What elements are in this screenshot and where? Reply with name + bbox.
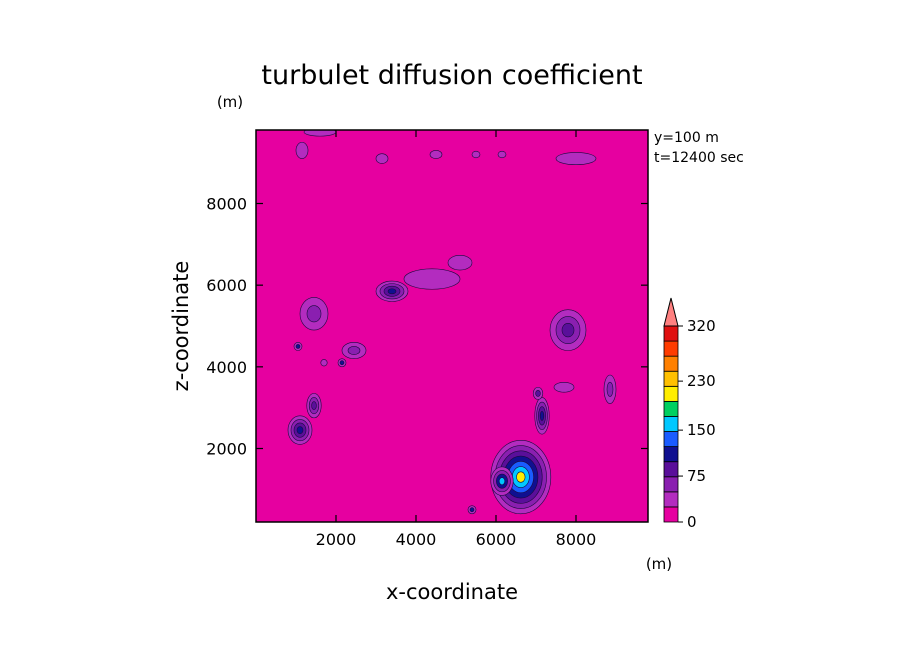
x-axis-label: x-coordinate <box>386 580 518 604</box>
contour-region-5-level-3 <box>311 401 317 411</box>
x-axis-ticks: 2000 4000 6000 8000 <box>316 130 597 549</box>
y-axis-ticks: 2000 4000 6000 8000 <box>206 195 648 459</box>
colorbar-band <box>663 385 679 402</box>
contour-region-14-level-4 <box>339 360 345 366</box>
annotation-time: t=12400 sec <box>654 150 744 166</box>
contour-region-23-level-1 <box>497 150 507 159</box>
colorbar-band <box>663 340 679 357</box>
contour-region-9-level-1 <box>447 255 473 271</box>
colorbar: 0 75 150 230 320 <box>663 297 716 531</box>
contour-region-18-level-1 <box>555 152 597 166</box>
contour-region-2-level-4 <box>539 410 545 421</box>
contour-region-11-level-2 <box>606 381 614 397</box>
y-axis-label: z-coordinate <box>169 261 193 392</box>
x-tick-label: 8000 <box>556 530 597 549</box>
colorbar-band <box>663 476 679 493</box>
contour-region-12-level-2 <box>347 346 361 355</box>
contour-region-15-level-1 <box>320 359 328 367</box>
x-tick-label: 2000 <box>316 530 357 549</box>
contour-region-24-level-1 <box>471 150 481 159</box>
contour-region-19-level-1 <box>295 141 309 159</box>
contour-region-22-level-1 <box>303 130 337 137</box>
x-unit-label: (m) <box>646 555 672 573</box>
contour-region-21-level-1 <box>429 150 443 159</box>
contour-region-16-level-4 <box>469 507 475 513</box>
contour-fills <box>287 130 617 515</box>
annotation-y-value: y=100 m <box>654 130 719 146</box>
y-tick-label: 6000 <box>206 276 247 295</box>
contour-region-17-level-1 <box>553 382 575 393</box>
x-tick-label: 6000 <box>476 530 517 549</box>
colorbar-label: 320 <box>687 317 716 335</box>
colorbar-band <box>663 491 679 508</box>
colorbar-band <box>663 325 679 342</box>
colorbar-label: 150 <box>687 421 716 439</box>
contour-region-1-level-6 <box>498 477 506 486</box>
y-unit-label: (m) <box>217 93 243 111</box>
x-tick-label: 4000 <box>396 530 437 549</box>
colorbar-label: 0 <box>687 513 697 531</box>
y-tick-label: 4000 <box>206 358 247 377</box>
plot-frame <box>255 129 649 523</box>
contour-region-8-level-1 <box>403 268 461 290</box>
colorbar-band <box>663 355 679 372</box>
contour-region-3-level-3 <box>535 390 541 397</box>
colorbar-extend-arrow <box>663 297 679 327</box>
contour-region-6-level-2 <box>306 305 322 323</box>
colorbar-band <box>663 370 679 387</box>
contour-region-10-level-3 <box>561 322 575 338</box>
contour-region-20-level-1 <box>375 153 389 164</box>
colorbar-band <box>663 461 679 478</box>
colorbar-band <box>663 431 679 448</box>
contour-region-0-level-8 <box>516 471 526 483</box>
contour-region-13-level-4 <box>295 344 301 349</box>
y-tick-label: 2000 <box>206 440 247 459</box>
colorbar-band <box>663 416 679 432</box>
colorbar-band <box>663 400 679 417</box>
colorbar-label: 75 <box>687 467 706 485</box>
colorbar-label: 230 <box>687 372 716 390</box>
y-tick-label: 8000 <box>206 195 247 214</box>
chart-title: turbulet diffusion coefficient <box>261 60 642 91</box>
contour-region-7-level-4 <box>387 288 397 295</box>
contour-region-4-level-4 <box>296 426 304 434</box>
colorbar-band <box>663 446 679 463</box>
colorbar-band <box>663 506 679 523</box>
